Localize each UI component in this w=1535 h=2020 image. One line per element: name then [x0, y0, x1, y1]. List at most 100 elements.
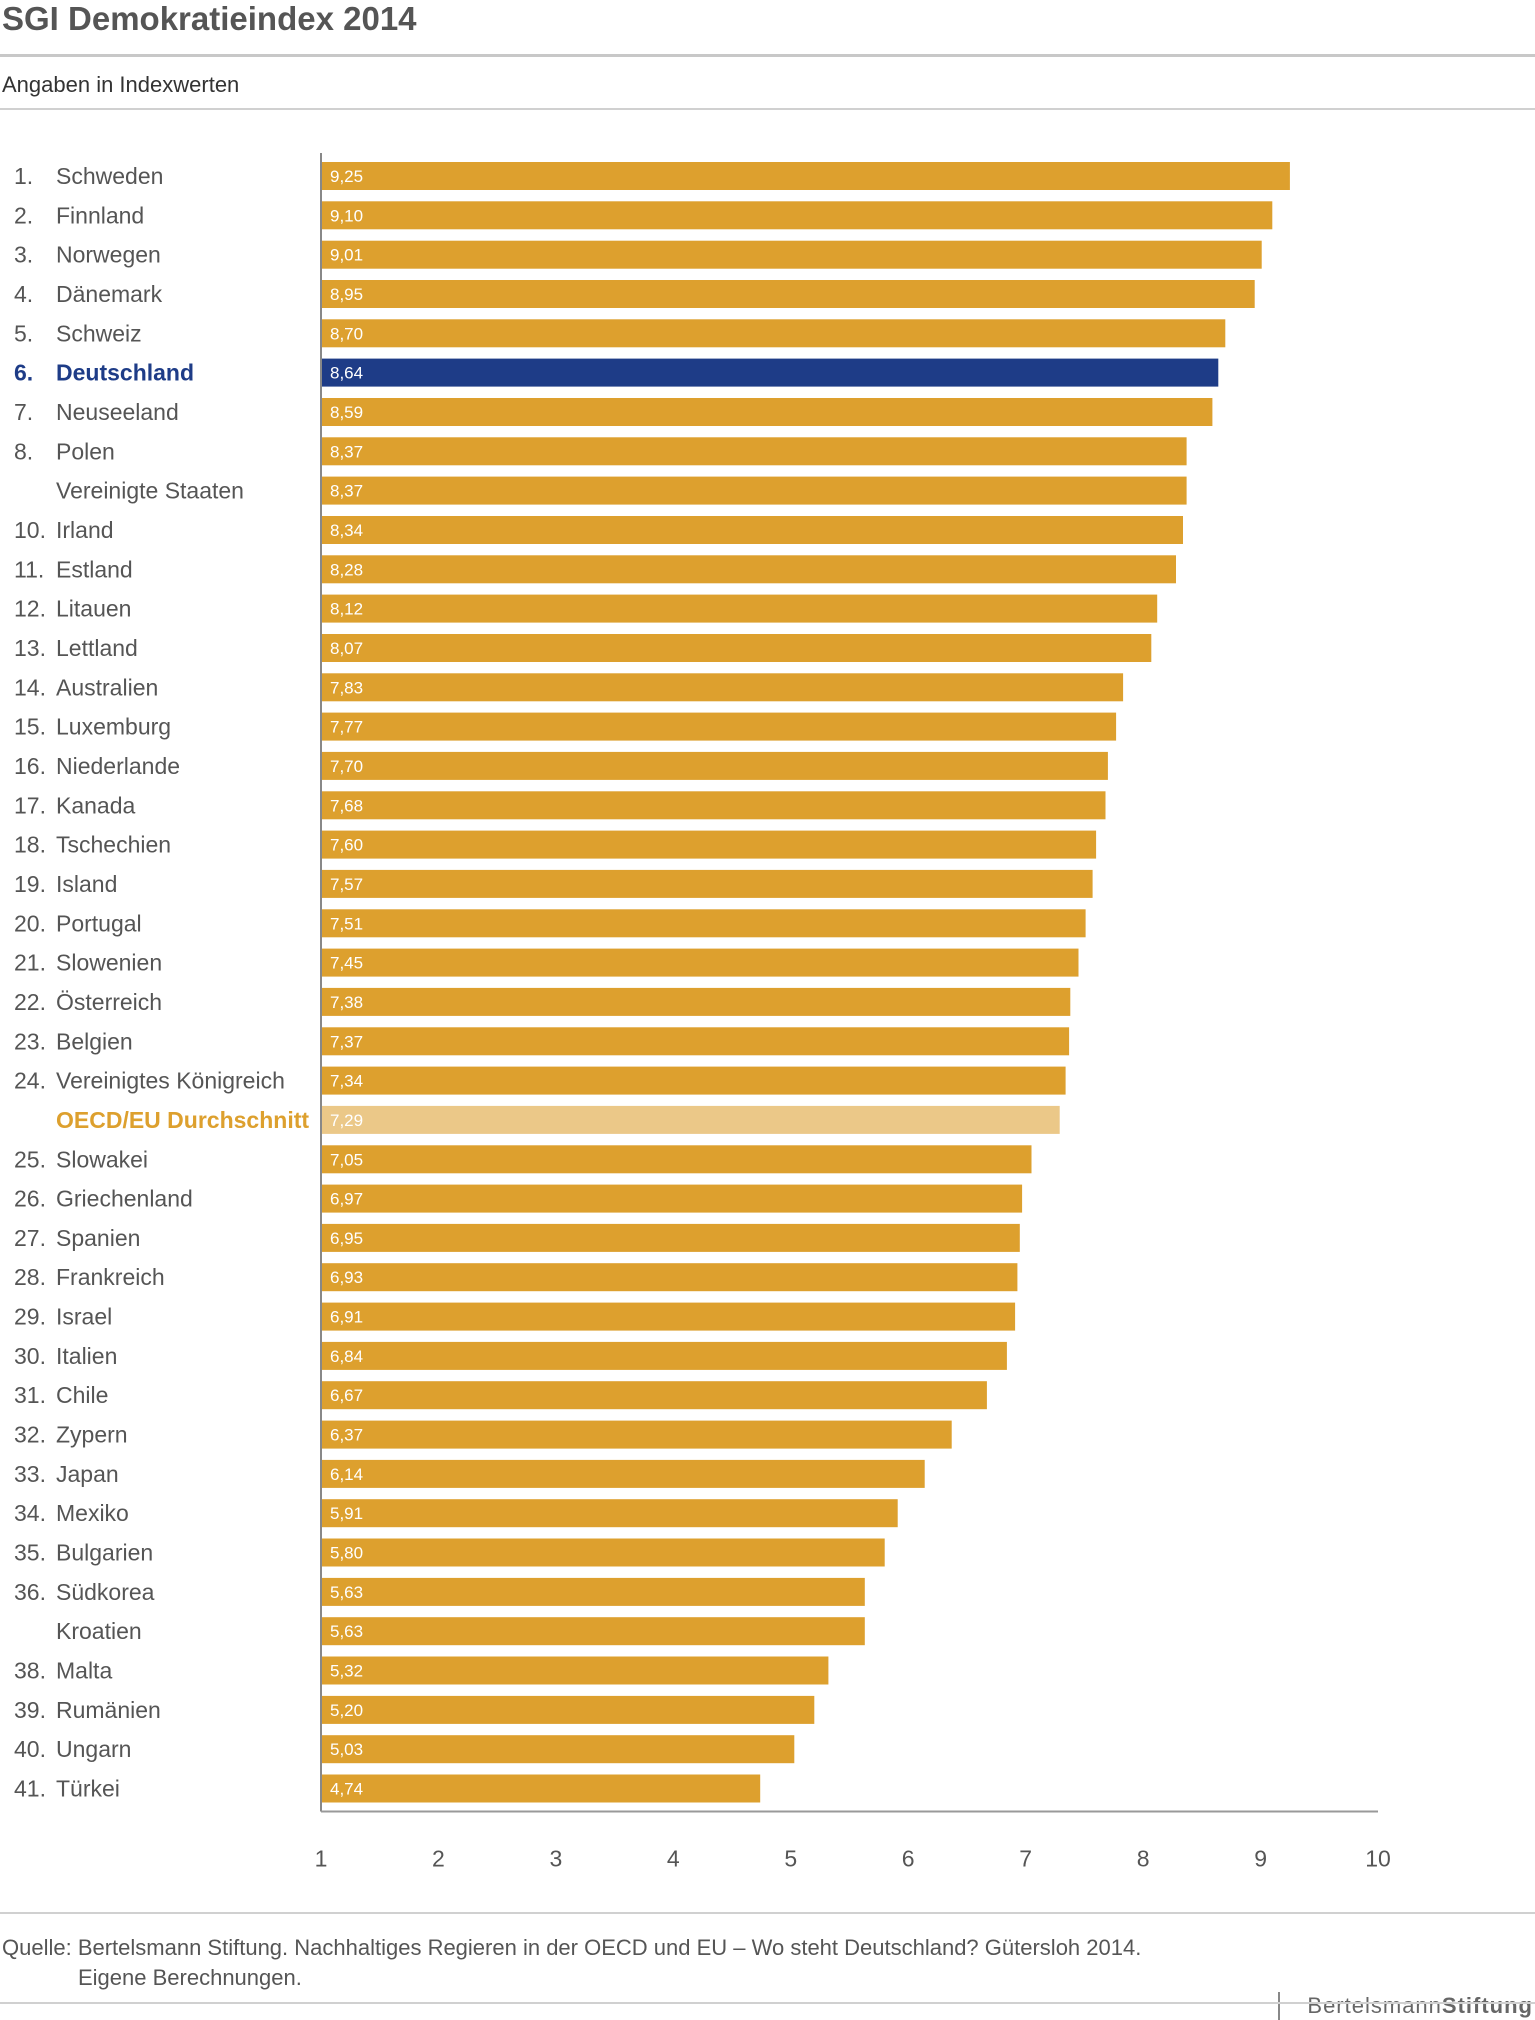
country-label: Israel [56, 1304, 112, 1330]
country-label: Japan [56, 1461, 119, 1487]
bar [321, 476, 1187, 505]
bar [321, 1145, 1032, 1174]
bar [321, 1695, 815, 1724]
bar [321, 398, 1213, 426]
rank-label: 34. [14, 1500, 46, 1526]
country-label: Bulgarien [56, 1540, 153, 1566]
country-label: Luxemburg [56, 714, 171, 740]
rank-label: 7. [14, 399, 33, 425]
data-label: 5,03 [330, 1740, 363, 1759]
data-label: 8,28 [330, 560, 363, 579]
country-label: Malta [56, 1658, 112, 1684]
rank-label: 21. [14, 950, 46, 976]
country-label: Rumänien [56, 1697, 161, 1723]
country-label: Finnland [56, 202, 144, 228]
bar [321, 1027, 1070, 1056]
x-tick-label: 10 [1365, 1846, 1391, 1872]
rank-label: 8. [14, 438, 33, 464]
chart-title: SGI Demokratieindex 2014 [2, 0, 417, 37]
data-label: 8,64 [330, 364, 363, 383]
country-label: Polen [56, 438, 115, 464]
rank-label: 32. [14, 1422, 46, 1448]
rank-label: 16. [14, 753, 46, 779]
bar [321, 516, 1183, 544]
bar [321, 1538, 885, 1567]
country-label: Südkorea [56, 1579, 155, 1605]
bar [321, 1223, 1020, 1252]
bar [321, 673, 1124, 702]
data-label: 5,91 [330, 1504, 363, 1523]
bar [321, 319, 1226, 348]
bar [321, 987, 1071, 1016]
rank-label: 26. [14, 1186, 46, 1212]
country-label: Estland [56, 556, 133, 582]
data-label: 6,91 [330, 1308, 363, 1327]
data-label: 5,20 [330, 1701, 363, 1720]
country-label: Portugal [56, 910, 142, 936]
country-label: Kanada [56, 792, 136, 818]
bar [321, 948, 1079, 977]
rank-label: 25. [14, 1146, 46, 1172]
country-label: Frankreich [56, 1264, 165, 1290]
rank-label: 23. [14, 1028, 46, 1054]
rank-label: 33. [14, 1461, 46, 1487]
subtitle-divider [0, 108, 1535, 110]
bar [321, 162, 1290, 190]
bar [321, 869, 1093, 898]
rank-label: 1. [14, 163, 33, 189]
logo-divider [1278, 1992, 1280, 2020]
bar [321, 1617, 865, 1646]
data-label: 5,80 [330, 1544, 363, 1563]
data-label: 8,37 [330, 482, 363, 501]
data-label: 9,10 [330, 206, 363, 225]
bar [321, 791, 1106, 820]
data-label: 9,25 [330, 167, 363, 186]
bar [321, 830, 1097, 859]
rank-label: 3. [14, 242, 33, 268]
data-label: 7,05 [330, 1150, 363, 1169]
rank-label: 39. [14, 1697, 46, 1723]
data-label: 8,95 [330, 285, 363, 304]
rank-label: 20. [14, 910, 46, 936]
bar [321, 1184, 1023, 1213]
rank-label: 5. [14, 320, 33, 346]
country-label: Spanien [56, 1225, 140, 1251]
country-label: Neuseeland [56, 399, 179, 425]
data-label: 7,29 [330, 1111, 363, 1130]
data-label: 8,12 [330, 600, 363, 619]
country-label: Lettland [56, 635, 138, 661]
bar [321, 240, 1262, 269]
data-label: 7,77 [330, 718, 363, 737]
bar [321, 1381, 987, 1410]
bar [321, 1420, 952, 1449]
data-label: 6,95 [330, 1229, 363, 1248]
rank-label: 19. [14, 871, 46, 897]
country-label: Norwegen [56, 242, 161, 268]
bar [321, 280, 1255, 308]
country-label: Irland [56, 517, 114, 543]
x-tick-label: 1 [315, 1846, 328, 1872]
data-label: 7,34 [330, 1072, 363, 1091]
country-label: Litauen [56, 596, 131, 622]
data-label: 5,32 [330, 1662, 363, 1681]
data-label: 6,37 [330, 1426, 363, 1445]
data-label: 7,38 [330, 993, 363, 1012]
country-label: Österreich [56, 989, 162, 1015]
x-tick-label: 8 [1137, 1846, 1150, 1872]
data-label: 6,14 [330, 1465, 363, 1484]
data-label: 6,84 [330, 1347, 363, 1366]
country-label: Belgien [56, 1028, 133, 1054]
country-label: Mexiko [56, 1500, 129, 1526]
rank-label: 38. [14, 1658, 46, 1684]
rank-label: 4. [14, 281, 33, 307]
source-note: Quelle: Bertelsmann Stiftung. Nachhaltig… [2, 1935, 1142, 1960]
rank-label: 31. [14, 1382, 46, 1408]
footer-divider [0, 1912, 1535, 1914]
data-label: 8,59 [330, 403, 363, 422]
bar [321, 751, 1108, 780]
rank-label: 15. [14, 714, 46, 740]
data-label: 8,37 [330, 442, 363, 461]
data-label: 8,07 [330, 639, 363, 658]
bar [321, 1459, 925, 1488]
country-label: Kroatien [56, 1618, 142, 1644]
